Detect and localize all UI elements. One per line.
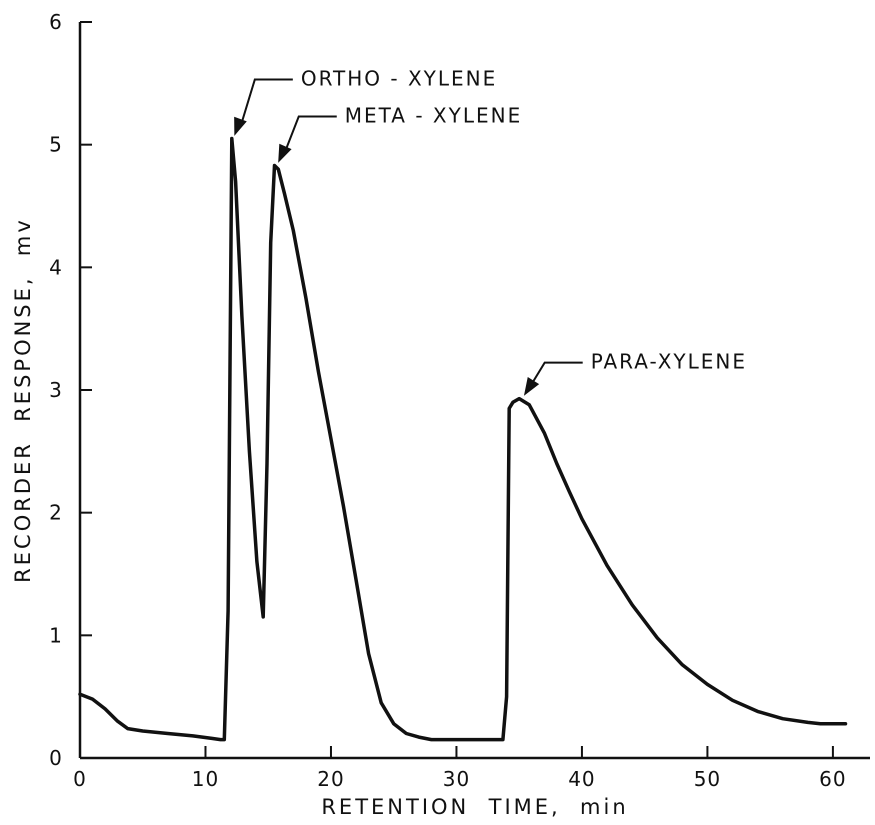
y-tick-label: 3: [49, 378, 63, 402]
peak-annotation: PARA-XYLENE: [523, 350, 747, 396]
y-tick-group: 0 1 2 3 4 5 6: [49, 10, 92, 770]
peak-label: ORTHO - XYLENE: [301, 67, 497, 91]
x-tick-label: 60: [819, 767, 846, 791]
y-tick-label: 0: [49, 746, 63, 770]
x-tick-label: 30: [443, 767, 470, 791]
peak-annotation: ORTHO - XYLENE: [234, 67, 497, 136]
x-tick-label: 10: [192, 767, 219, 791]
trace-group: [78, 136, 848, 742]
x-tick-label: 40: [568, 767, 595, 791]
annotation-arrow: [529, 361, 583, 387]
annotation-arrow: [283, 115, 337, 153]
arrowhead-icon: [523, 377, 540, 396]
y-axis-title: RECORDER RESPONSE, mv: [11, 217, 35, 583]
x-tick-label: 50: [694, 767, 721, 791]
chromatogram-trace: [78, 136, 848, 742]
y-tick-label: 1: [49, 623, 63, 647]
x-axis-title: RETENTION TIME, min: [321, 795, 628, 819]
arrowhead-icon: [278, 143, 292, 163]
peak-label: PARA-XYLENE: [591, 350, 747, 374]
plot-frame: [78, 22, 870, 760]
peak-label: META - XYLENE: [345, 104, 522, 128]
x-tick-label: 0: [73, 767, 87, 791]
peak-annotation: META - XYLENE: [278, 104, 522, 163]
annotation-group: ORTHO - XYLENE META - XYLENE PARA-XYLENE: [234, 67, 747, 396]
arrowhead-icon: [234, 116, 247, 136]
y-tick-label: 6: [49, 10, 63, 34]
x-tick-label: 20: [317, 767, 344, 791]
annotation-arrow: [239, 78, 293, 126]
y-tick-label: 5: [49, 133, 63, 157]
y-tick-label: 2: [49, 501, 63, 525]
x-tick-group: 0 10 20 30 40 50 60: [73, 746, 846, 791]
y-tick-label: 4: [49, 255, 63, 279]
